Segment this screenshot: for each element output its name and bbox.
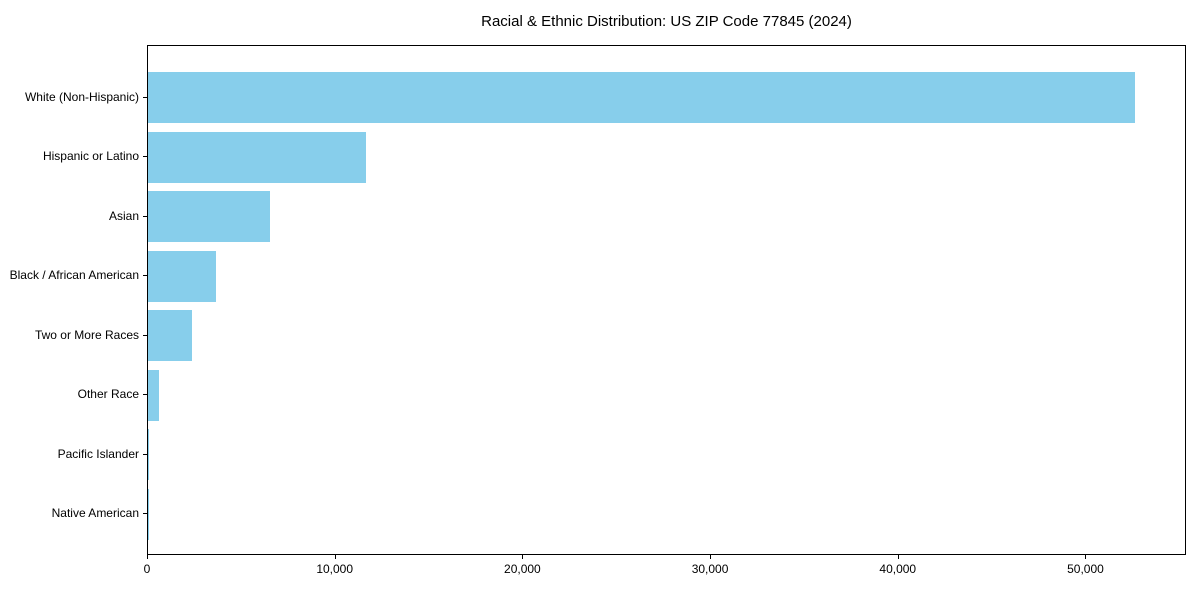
y-tick-mark [143, 453, 147, 455]
y-tick-label-two-or-more-races: Two or More Races [34, 327, 139, 342]
y-tick-mark [143, 275, 147, 277]
y-tick-label-hispanic-or-latino: Hispanic or Latino [42, 149, 139, 164]
y-tick-label-black-african-american: Black / African American [9, 268, 139, 283]
chart-title: Racial & Ethnic Distribution: US ZIP Cod… [481, 13, 852, 30]
bar-two-or-more-races [148, 310, 192, 362]
y-tick-label-white-non-hispanic: White (Non-Hispanic) [24, 89, 139, 104]
plot-area [147, 45, 1186, 555]
y-tick-mark [143, 96, 147, 98]
x-tick-label-10-000: 10,000 [316, 562, 354, 576]
y-tick-label-other-race: Other Race [77, 387, 139, 402]
y-tick-label-native-american: Native American [51, 506, 139, 521]
x-tick-mark [1085, 555, 1087, 559]
x-tick-label-50-000: 50,000 [1067, 562, 1104, 576]
bar-white-non-hispanic [148, 72, 1136, 123]
x-tick-mark [522, 555, 524, 559]
x-tick-label-30-000: 30,000 [691, 562, 729, 576]
bar-hispanic-or-latino [148, 131, 366, 183]
y-tick-mark [143, 334, 147, 336]
bar-pacific-islander [148, 429, 149, 481]
y-tick-mark [143, 513, 147, 515]
x-tick-mark [147, 555, 148, 559]
bar-black-african-american [148, 250, 216, 302]
bar-asian [148, 191, 270, 243]
x-tick-mark [897, 555, 899, 559]
y-tick-label-asian: Asian [108, 208, 139, 223]
y-tick-label-pacific-islander: Pacific Islander [57, 446, 139, 461]
y-tick-mark [143, 215, 147, 217]
y-tick-mark [143, 394, 147, 396]
bar-other-race [148, 369, 160, 421]
x-tick-mark [334, 555, 336, 559]
x-tick-label-40-000: 40,000 [879, 562, 917, 576]
x-tick-label-0: 0 [143, 562, 151, 576]
x-tick-mark [710, 555, 712, 559]
x-tick-label-20-000: 20,000 [504, 562, 541, 576]
y-tick-mark [143, 156, 147, 158]
